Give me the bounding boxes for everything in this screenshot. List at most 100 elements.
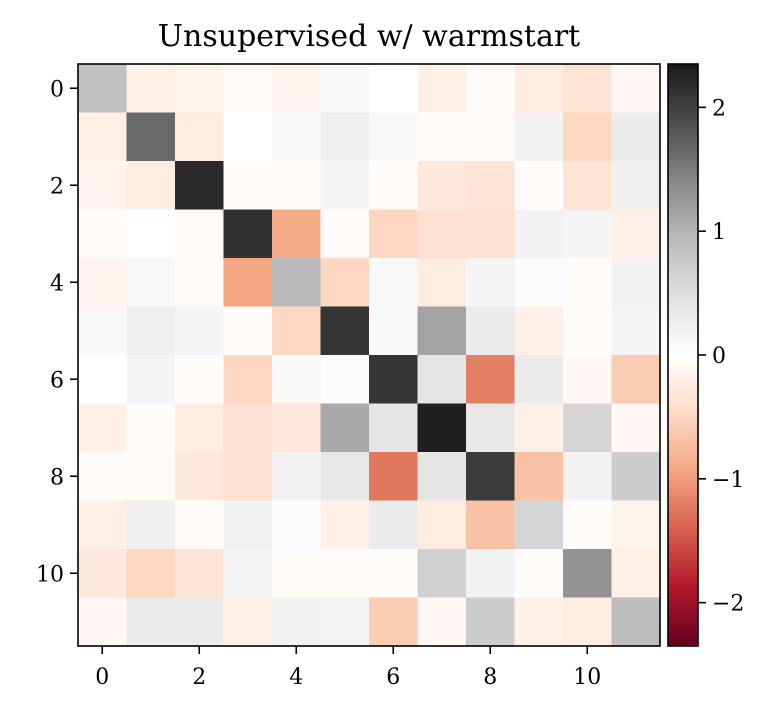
heatmap-cell-r0-c2 [175, 64, 225, 114]
heatmap-cell-r3-c0 [78, 209, 128, 259]
heatmap-cell-r6-c11 [611, 355, 661, 405]
y-tick-label-4: 4 [50, 271, 64, 296]
heatmap-cell-r10-c5 [320, 549, 370, 599]
heatmap-cell-r6-c3 [223, 355, 273, 405]
colorbar-tick-label-4: −2 [712, 592, 744, 617]
heatmap-cell-r0-c5 [320, 64, 370, 114]
colorbar-ticks: 2 1 0 −1 −2 [698, 96, 744, 617]
heatmap-cell-r3-c10 [563, 209, 613, 259]
heatmap-cell-r10-c9 [514, 549, 564, 599]
heatmap-cell-r11-c6 [369, 597, 419, 647]
heatmap-cell-r10-c6 [369, 549, 419, 599]
heatmap-cell-r2-c9 [514, 161, 564, 211]
heatmap-cell-r11-c8 [466, 597, 516, 647]
heatmap-cell-r3-c2 [175, 209, 225, 259]
heatmap-cell-r10-c11 [611, 549, 661, 599]
colorbar [667, 63, 699, 647]
heatmap-cell-r9-c0 [78, 500, 128, 550]
y-tick-label-8: 8 [50, 465, 64, 490]
heatmap-cell-r0-c4 [272, 64, 322, 114]
heatmap-cell-r2-c3 [223, 161, 273, 211]
heatmap-cell-r10-c3 [223, 549, 273, 599]
heatmap-cell-r7-c4 [272, 403, 322, 453]
heatmap-cell-r4-c11 [611, 258, 661, 308]
heatmap-cell-r8-c6 [369, 452, 419, 502]
heatmap-cell-r0-c11 [611, 64, 661, 114]
heatmap-cell-r11-c4 [272, 597, 322, 647]
heatmap-cell-r5-c3 [223, 306, 273, 356]
heatmap-cell-r1-c1 [126, 112, 176, 162]
heatmap-cell-r10-c4 [272, 549, 322, 599]
heatmap-cell-r6-c1 [126, 355, 176, 405]
heatmap-cell-r6-c9 [514, 355, 564, 405]
heatmap-cell-r9-c11 [611, 500, 661, 550]
heatmap-cell-r7-c10 [563, 403, 613, 453]
heatmap-cell-r2-c4 [272, 161, 322, 211]
heatmap-cell-r4-c7 [417, 258, 467, 308]
colorbar-tick-label-1: 1 [712, 220, 726, 245]
heatmap-cell-r2-c2 [175, 161, 225, 211]
heatmap-cell-r7-c8 [466, 403, 516, 453]
heatmap-cell-r6-c10 [563, 355, 613, 405]
heatmap-cell-r8-c3 [223, 452, 273, 502]
heatmap-cell-r11-c10 [563, 597, 613, 647]
heatmap-cell-r3-c11 [611, 209, 661, 259]
heatmap-cell-r5-c10 [563, 306, 613, 356]
y-tick-label-2: 2 [50, 174, 64, 199]
x-tick-label-10: 10 [573, 665, 601, 690]
heatmap-cell-r8-c10 [563, 452, 613, 502]
heatmap-cell-r7-c9 [514, 403, 564, 453]
heatmap-cell-r5-c11 [611, 306, 661, 356]
heatmap-cell-r2-c10 [563, 161, 613, 211]
heatmap-cell-r8-c4 [272, 452, 322, 502]
heatmap-cell-r6-c5 [320, 355, 370, 405]
heatmap-cell-r6-c7 [417, 355, 467, 405]
heatmap-cell-r1-c8 [466, 112, 516, 162]
heatmap-cell-r9-c5 [320, 500, 370, 550]
heatmap-cell-r3-c6 [369, 209, 419, 259]
heatmap-cell-r0-c8 [466, 64, 516, 114]
heatmap-cell-r7-c1 [126, 403, 176, 453]
heatmap-cell-r2-c11 [611, 161, 661, 211]
heatmap-cell-r8-c7 [417, 452, 467, 502]
heatmap-cell-r2-c5 [320, 161, 370, 211]
heatmap-cell-r1-c9 [514, 112, 564, 162]
heatmap-cell-r2-c0 [78, 161, 128, 211]
heatmap-cell-r10-c1 [126, 549, 176, 599]
heatmap-cell-r1-c0 [78, 112, 128, 162]
heatmap-cell-r7-c11 [611, 403, 661, 453]
heatmap-cell-r6-c8 [466, 355, 516, 405]
heatmap-cell-r5-c2 [175, 306, 225, 356]
heatmap-cell-r3-c4 [272, 209, 322, 259]
heatmap-cell-r4-c3 [223, 258, 273, 308]
heatmap-cell-r10-c8 [466, 549, 516, 599]
x-tick-label-8: 8 [483, 665, 497, 690]
heatmap-cell-r6-c4 [272, 355, 322, 405]
heatmap-cell-r9-c1 [126, 500, 176, 550]
heatmap-cell-r7-c5 [320, 403, 370, 453]
heatmap-cell-r5-c9 [514, 306, 564, 356]
heatmap-cell-r9-c9 [514, 500, 564, 550]
heatmap-cell-r4-c6 [369, 258, 419, 308]
heatmap-cell-r1-c11 [611, 112, 661, 162]
x-tick-label-6: 6 [386, 665, 400, 690]
heatmap-cell-r9-c10 [563, 500, 613, 550]
heatmap-cell-r1-c5 [320, 112, 370, 162]
heatmap-cell-r2-c6 [369, 161, 419, 211]
heatmap-cell-r8-c9 [514, 452, 564, 502]
x-tick-label-0: 0 [95, 665, 109, 690]
heatmap-cell-r0-c3 [223, 64, 273, 114]
heatmap-cell-r7-c7 [417, 403, 467, 453]
colorbar-tick-label-2: 0 [712, 344, 726, 369]
heatmap-cell-r8-c1 [126, 452, 176, 502]
heatmap-cell-r4-c9 [514, 258, 564, 308]
heatmap-cell-r4-c1 [126, 258, 176, 308]
heatmap-cell-r9-c6 [369, 500, 419, 550]
heatmap-cell-r3-c3 [223, 209, 273, 259]
heatmap-cell-r9-c7 [417, 500, 467, 550]
heatmap-cell-r3-c8 [466, 209, 516, 259]
heatmap-cell-r5-c6 [369, 306, 419, 356]
y-tick-label-0: 0 [50, 77, 64, 102]
